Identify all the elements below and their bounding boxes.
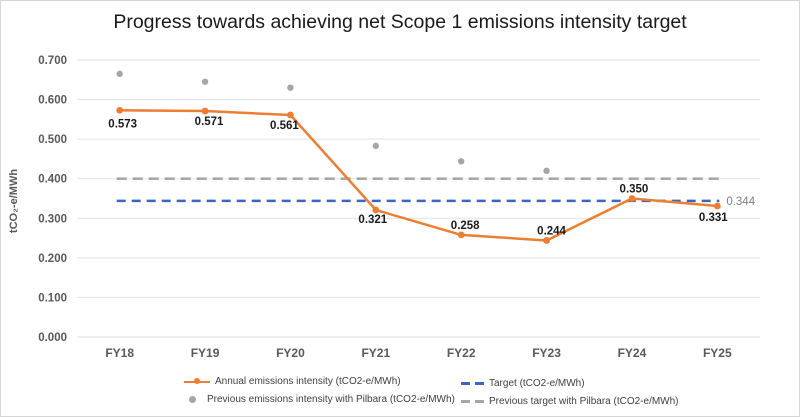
y-tick-label: 0.500 <box>38 134 67 146</box>
annual-emissions-marker <box>543 237 550 244</box>
legend-label: Previous emissions intensity with Pilbar… <box>207 394 455 405</box>
annual-emissions-marker <box>628 195 636 202</box>
x-tick-label: FY22 <box>447 346 476 360</box>
y-axis-title: tCO₂-e/MWh <box>8 168 20 234</box>
data-label: 0.350 <box>620 184 649 196</box>
x-tick-label: FY20 <box>276 346 305 360</box>
data-label: 0.561 <box>270 120 299 132</box>
legend-label: Previous target with Pilbara (tCO2-e/MWh… <box>489 396 679 407</box>
annual-emissions-line <box>119 109 718 242</box>
annual-emissions-marker <box>372 206 380 214</box>
previous-target-dash-legend-icon <box>461 400 484 403</box>
y-tick-label: 0.200 <box>38 253 67 265</box>
annual-emissions-marker <box>713 202 721 210</box>
data-label: 0.573 <box>108 118 137 130</box>
previous-emissions-dot <box>457 158 465 165</box>
y-tick-label: 0.000 <box>38 332 67 344</box>
x-tick-label: FY25 <box>703 346 732 360</box>
data-label: 0.244 <box>537 225 566 237</box>
y-tick-label: 0.600 <box>38 95 67 107</box>
chart-title: Progress towards achieving net Scope 1 e… <box>113 11 687 33</box>
legend-item-annual-emissions: Annual emissions intensity (tCO2-e/MWh) <box>184 376 401 387</box>
data-label: 0.331 <box>699 212 728 224</box>
x-tick-label: FY19 <box>191 346 220 360</box>
y-tick-label: 0.300 <box>38 213 67 225</box>
x-tick-label: FY24 <box>618 346 647 360</box>
previous-dot-legend-icon <box>189 396 196 403</box>
data-label: 0.321 <box>358 214 387 226</box>
target-dash-legend-icon <box>461 382 484 385</box>
annual-line-legend-icon <box>184 378 210 385</box>
y-tick-label: 0.100 <box>38 292 67 304</box>
x-tick-label: FY21 <box>361 346 390 360</box>
annual-emissions-marker <box>287 111 294 119</box>
target-end-label: 0.344 <box>726 196 755 208</box>
legend-item-previous-target: Previous target with Pilbara (tCO2-e/MWh… <box>461 396 679 407</box>
previous-emissions-dot <box>287 84 294 91</box>
previous-emissions-dot <box>372 142 380 150</box>
previous-emissions-dot <box>201 78 209 85</box>
annual-emissions-marker <box>457 231 465 239</box>
legend-label: Annual emissions intensity (tCO2-e/MWh) <box>215 376 401 387</box>
annual-marker-legend-icon <box>194 378 200 385</box>
x-tick-label: FY18 <box>105 346 134 360</box>
y-tick-label: 0.400 <box>38 174 67 186</box>
legend-item-previous-emissions: Previous emissions intensity with Pilbar… <box>189 394 455 405</box>
y-tick-label: 0.700 <box>38 55 67 67</box>
legend-label: Target (tCO2-e/MWh) <box>489 378 585 389</box>
x-tick-label: FY23 <box>532 346 561 360</box>
data-label: 0.571 <box>195 116 224 128</box>
previous-emissions-dot <box>116 70 123 78</box>
legend-item-target: Target (tCO2-e/MWh) <box>461 378 585 389</box>
previous-emissions-dot <box>543 167 550 174</box>
annual-emissions-marker <box>116 106 124 114</box>
annual-emissions-marker <box>201 107 209 115</box>
data-label: 0.258 <box>451 220 480 232</box>
